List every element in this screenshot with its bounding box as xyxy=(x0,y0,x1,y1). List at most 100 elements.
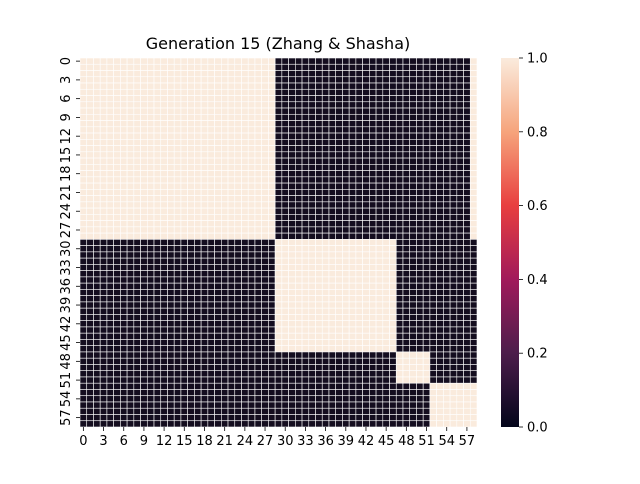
heatmap-cell xyxy=(180,63,188,71)
heatmap-cell xyxy=(241,257,249,265)
heatmap-cell xyxy=(187,245,195,253)
heatmap-cell xyxy=(409,57,417,65)
heatmap-cell xyxy=(308,339,316,346)
heatmap-cell xyxy=(395,151,404,159)
heatmap-cell xyxy=(295,376,303,384)
heatmap-cell xyxy=(402,239,411,246)
heatmap-cell xyxy=(321,57,330,65)
heatmap-cell xyxy=(140,357,148,365)
heatmap-cell xyxy=(227,151,236,159)
heatmap-cell xyxy=(315,245,323,253)
heatmap-cell xyxy=(120,214,128,221)
heatmap-cell xyxy=(355,332,363,340)
heatmap-cell xyxy=(234,195,242,203)
heatmap-cell xyxy=(422,395,431,403)
heatmap-cell xyxy=(382,176,390,184)
heatmap-cell xyxy=(79,289,88,296)
heatmap-cell xyxy=(443,264,451,271)
heatmap-cell xyxy=(429,76,437,84)
heatmap-cell xyxy=(160,82,168,90)
heatmap-cell xyxy=(120,95,128,103)
heatmap-cell xyxy=(395,120,404,128)
heatmap-cell xyxy=(173,395,182,403)
heatmap-cell xyxy=(106,70,114,78)
heatmap-cell xyxy=(355,345,363,353)
heatmap-cell xyxy=(402,113,411,121)
heatmap-cell xyxy=(308,401,316,409)
heatmap-cell xyxy=(463,101,471,109)
heatmap-cell xyxy=(469,301,478,309)
heatmap-cell xyxy=(348,57,357,65)
heatmap-cell xyxy=(120,120,128,128)
heatmap-cell xyxy=(328,370,336,378)
heatmap-cell xyxy=(469,295,478,303)
heatmap-cell xyxy=(153,76,162,84)
heatmap-cell xyxy=(315,226,323,234)
heatmap-cell xyxy=(113,232,121,240)
heatmap-cell xyxy=(173,63,182,71)
heatmap-cell xyxy=(335,157,343,165)
heatmap-cell xyxy=(113,157,121,165)
heatmap-cell xyxy=(362,376,370,384)
heatmap-cell xyxy=(173,195,182,203)
colorbar-gradient xyxy=(501,58,519,427)
heatmap-cell xyxy=(221,301,229,309)
heatmap-cell xyxy=(241,282,249,290)
heatmap-cell xyxy=(295,295,303,303)
heatmap-cell xyxy=(463,395,471,403)
heatmap-cell xyxy=(443,232,451,240)
heatmap-cell xyxy=(395,101,404,109)
heatmap-cell xyxy=(429,145,437,153)
heatmap-cell xyxy=(120,170,128,178)
heatmap-cell xyxy=(146,232,155,240)
heatmap-cell xyxy=(146,345,155,353)
heatmap-cell xyxy=(328,88,336,96)
heatmap-cell xyxy=(355,351,363,359)
heatmap-cell xyxy=(261,251,269,259)
heatmap-cell xyxy=(395,357,404,365)
heatmap-cell xyxy=(375,126,384,134)
heatmap-cell xyxy=(449,382,458,390)
heatmap-cell xyxy=(86,88,94,96)
heatmap-cell xyxy=(335,226,343,234)
heatmap-cell xyxy=(120,264,128,271)
heatmap-cell xyxy=(443,364,451,372)
heatmap-cell xyxy=(321,107,330,115)
heatmap-cell xyxy=(416,139,424,146)
heatmap-cell xyxy=(301,364,310,372)
heatmap-cell xyxy=(288,139,296,146)
heatmap-cell xyxy=(288,113,296,121)
heatmap-cell xyxy=(99,407,108,415)
heatmap-cell xyxy=(274,376,283,384)
heatmap-cell xyxy=(126,107,135,115)
heatmap-cell xyxy=(335,182,343,190)
heatmap-cell xyxy=(214,245,222,253)
heatmap-cell xyxy=(207,126,215,134)
heatmap-cell xyxy=(315,376,323,384)
heatmap-cell xyxy=(187,189,195,196)
heatmap-cell xyxy=(402,351,411,359)
heatmap-cell xyxy=(369,251,377,259)
heatmap-cell xyxy=(247,145,256,153)
heatmap-cell xyxy=(93,389,101,397)
heatmap-cell xyxy=(187,357,195,365)
heatmap-cell xyxy=(449,120,458,128)
heatmap-cell xyxy=(456,420,464,428)
heatmap-cell xyxy=(456,264,464,271)
heatmap-cell xyxy=(113,239,121,246)
heatmap-cell xyxy=(281,95,289,103)
heatmap-cell xyxy=(106,182,114,190)
heatmap-cell xyxy=(389,339,397,346)
heatmap-cell xyxy=(308,351,316,359)
heatmap-cell xyxy=(295,176,303,184)
heatmap-cell xyxy=(106,276,114,284)
heatmap-cell xyxy=(443,332,451,340)
heatmap-cell xyxy=(140,220,148,228)
heatmap-cell xyxy=(288,270,296,278)
heatmap-cell xyxy=(369,132,377,140)
heatmap-cell xyxy=(362,301,370,309)
heatmap-cell xyxy=(113,189,121,196)
heatmap-cell xyxy=(227,270,236,278)
heatmap-cell xyxy=(93,326,101,334)
heatmap-cell xyxy=(355,320,363,328)
